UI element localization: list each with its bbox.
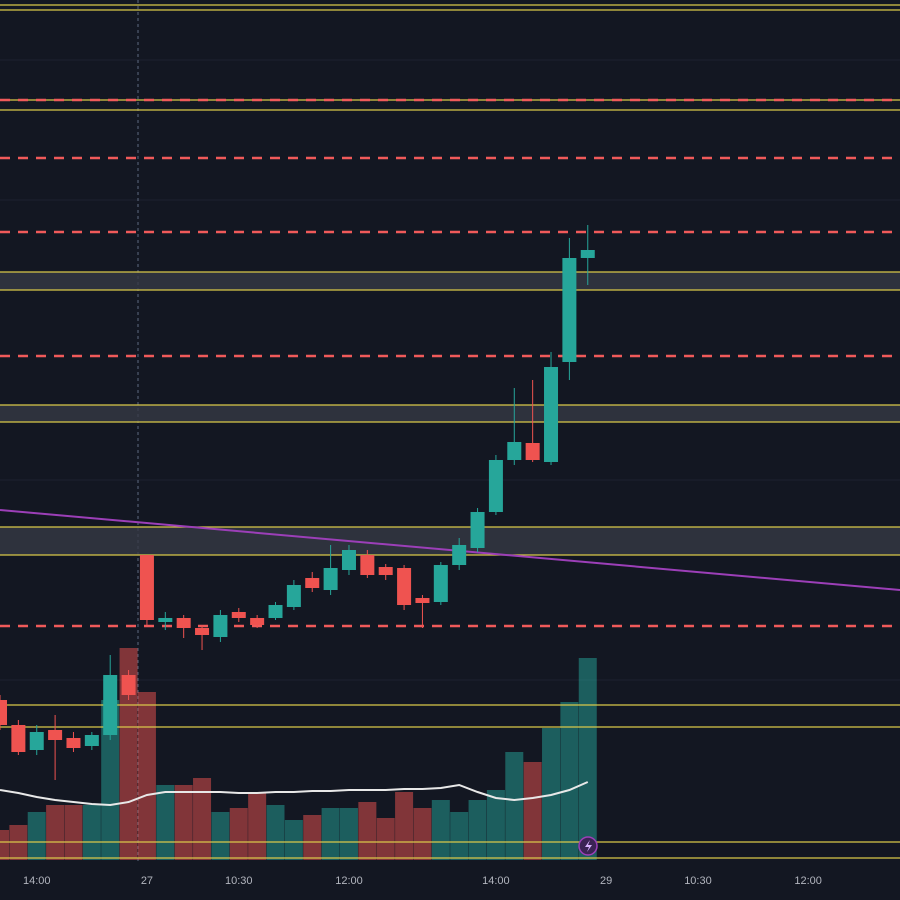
- x-tick-label: 14:00: [482, 875, 510, 887]
- x-tick-label: 10:30: [225, 875, 253, 887]
- volume-bar: [211, 812, 230, 860]
- volume-bar: [0, 830, 9, 860]
- candle-body: [323, 568, 338, 590]
- volume-bar: [303, 815, 322, 860]
- candle-body: [488, 460, 503, 512]
- volume-bar: [395, 792, 414, 860]
- volume-bar: [468, 800, 487, 860]
- volume-bar: [229, 808, 248, 860]
- candle-body: [103, 675, 118, 735]
- volume-bar: [376, 818, 395, 860]
- candle-body: [525, 443, 540, 460]
- volume-bar: [284, 820, 303, 860]
- candle-body: [0, 700, 7, 725]
- volume-bar: [248, 792, 267, 860]
- candle-body: [139, 555, 154, 620]
- volume-bar: [266, 805, 285, 860]
- grid: [0, 59, 900, 681]
- candle-body: [452, 545, 467, 565]
- volume-bar: [486, 790, 505, 860]
- candle-body: [580, 250, 595, 258]
- candle-body: [250, 618, 265, 625]
- candle-body: [11, 725, 26, 752]
- candle-body: [562, 258, 577, 362]
- volume-bar: [193, 778, 212, 860]
- volume-bar: [339, 808, 358, 860]
- x-tick-label: 27: [141, 875, 153, 887]
- candle-body: [48, 730, 63, 740]
- zone: [0, 272, 900, 290]
- volume-bar: [358, 802, 377, 860]
- candle-body: [29, 732, 44, 750]
- candle-body: [121, 675, 136, 695]
- x-tick-label: 12:00: [794, 875, 822, 887]
- volume-bar: [101, 700, 120, 860]
- volume-bar: [174, 785, 193, 860]
- volume-bar: [523, 762, 542, 860]
- candle-body: [66, 738, 81, 748]
- x-tick-label: 14:00: [23, 875, 51, 887]
- candle-body: [507, 442, 522, 460]
- x-axis-band: [0, 862, 900, 900]
- candle-body: [268, 605, 283, 618]
- badge: [578, 836, 598, 856]
- candle-body: [158, 618, 173, 622]
- volume-bar: [413, 808, 432, 860]
- volume-bar: [560, 702, 579, 860]
- volume-bar: [27, 812, 46, 860]
- candle-body: [231, 612, 246, 618]
- volume-bar: [82, 805, 101, 860]
- x-tick-label: 10:30: [684, 875, 712, 887]
- volume-ma: [0, 781, 589, 807]
- volume-bar: [119, 648, 138, 860]
- volume-bar: [450, 812, 469, 860]
- volume-bar: [431, 800, 450, 860]
- candle-body: [341, 550, 356, 570]
- candle-body: [305, 578, 320, 588]
- volume-bar: [321, 808, 340, 860]
- zone: [0, 405, 900, 422]
- candle-body: [433, 565, 448, 602]
- candle-body: [378, 567, 393, 575]
- candle-body: [213, 615, 228, 637]
- x-tick-label: 29: [600, 875, 612, 887]
- volume-bar: [156, 785, 175, 860]
- candle-body: [360, 555, 375, 575]
- candle-body: [544, 367, 559, 462]
- volume-bar: [64, 805, 83, 860]
- candle-body: [415, 598, 430, 603]
- volume-bar: [137, 692, 156, 860]
- candle-body: [470, 512, 485, 548]
- candle-body: [397, 568, 412, 605]
- x-tick-label: 12:00: [335, 875, 363, 887]
- candle-body: [286, 585, 301, 607]
- volume-bar: [505, 752, 524, 860]
- candle-body: [176, 618, 191, 628]
- volume-bar: [578, 658, 597, 860]
- trendline: [0, 509, 900, 591]
- candle-body: [195, 628, 210, 635]
- volume-bar: [46, 805, 65, 860]
- candle-body: [84, 735, 99, 746]
